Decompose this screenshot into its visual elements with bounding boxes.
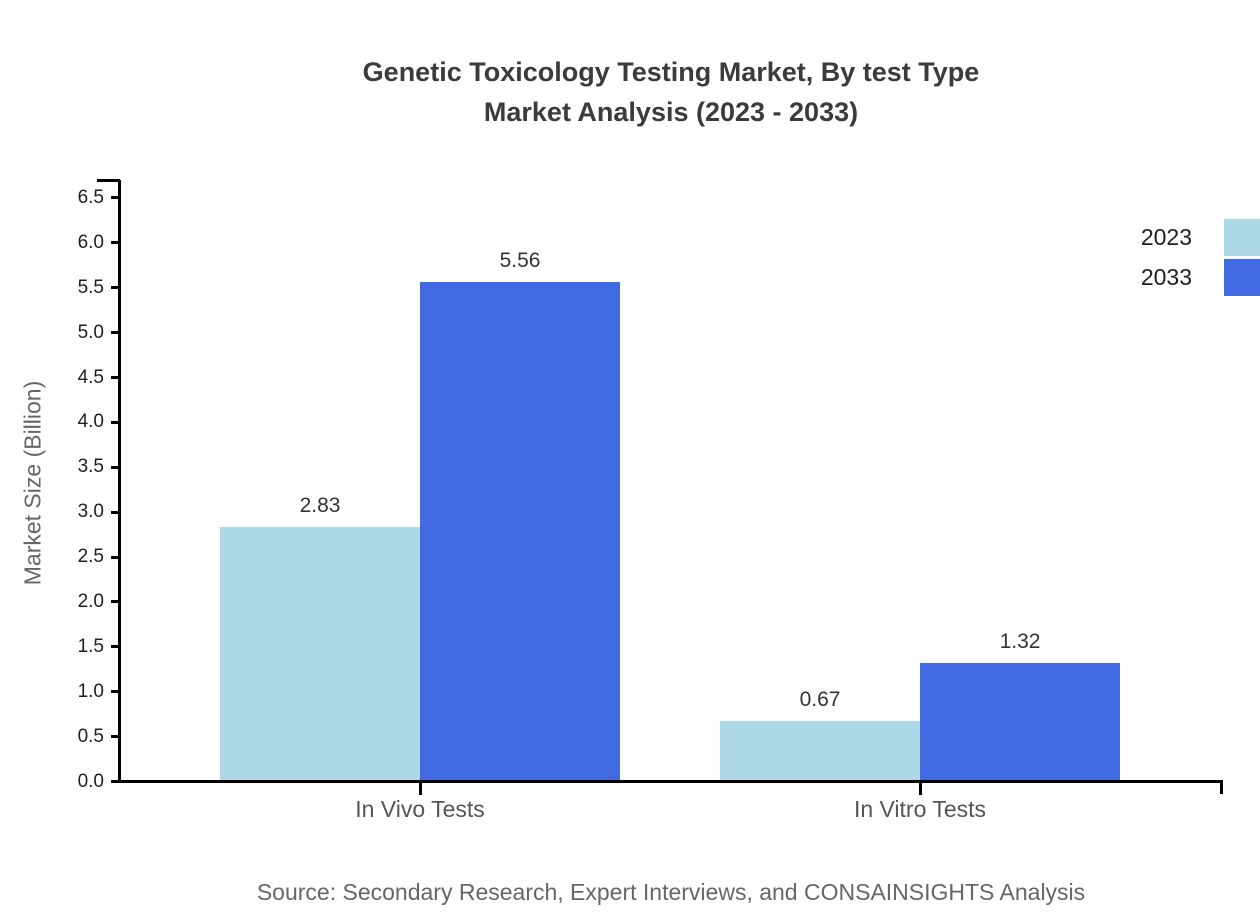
y-tick-5.0 [111, 331, 120, 335]
x-tick-in-vitro-tests [918, 783, 922, 795]
y-tick-label-3.0: 3.0 [77, 501, 104, 523]
y-tick-label-2.0: 2.0 [77, 590, 104, 612]
y-axis-line [118, 180, 121, 783]
y-tick-2.0 [111, 600, 120, 604]
y-tick-label-4.5: 4.5 [77, 366, 104, 388]
bar-2033-in-vivo-tests [420, 282, 620, 782]
legend-label-2033: 2033 [1140, 264, 1192, 290]
bar-2023-in-vivo-tests [220, 527, 420, 782]
x-axis-line [118, 780, 1223, 783]
chart-title-line2: Market Analysis (2023 - 2033) [483, 97, 859, 127]
bar-2033-in-vitro-tests [920, 663, 1120, 782]
y-tick-1.5 [111, 645, 120, 649]
y-tick-3.5 [111, 465, 120, 469]
bar-2023-in-vitro-tests [720, 721, 920, 782]
y-tick-5.5 [111, 286, 120, 290]
y-tick-3.0 [111, 510, 120, 514]
chart-title: Genetic Toxicology Testing Market, By te… [120, 52, 1222, 132]
legend-item-2023: 2023 [1141, 219, 1260, 256]
y-tick-6.0 [111, 241, 120, 245]
source-note: Source: Secondary Research, Expert Inter… [256, 879, 1086, 905]
value-label-2033-in-vitro-tests: 1.32 [999, 630, 1041, 653]
legend-swatch-2033 [1224, 259, 1260, 296]
x-label-in-vivo-tests: In Vivo Tests [355, 796, 485, 822]
y-tick-label-1.5: 1.5 [77, 635, 104, 657]
y-tick-0.5 [111, 735, 120, 739]
y-tick-label-6.0: 6.0 [77, 231, 104, 253]
y-tick-6.5 [111, 196, 120, 200]
y-tick-label-6.5: 6.5 [77, 186, 104, 208]
y-tick-label-5.5: 5.5 [77, 276, 104, 298]
value-label-2033-in-vivo-tests: 5.56 [499, 249, 541, 273]
x-label-in-vitro-tests: In Vitro Tests [853, 796, 987, 822]
value-label-2023-in-vitro-tests: 0.67 [799, 688, 841, 712]
legend: 2023 2033 [1141, 219, 1260, 299]
y-tick-1.0 [111, 690, 120, 694]
x-tick-in-vivo-tests [418, 783, 422, 795]
x-axis-right-cap [1220, 780, 1223, 794]
legend-item-2033: 2033 [1141, 259, 1260, 296]
y-tick-label-1.0: 1.0 [77, 680, 104, 702]
y-tick-0.0 [111, 780, 120, 783]
y-tick-4.0 [111, 420, 120, 424]
legend-label-2023: 2023 [1140, 224, 1192, 250]
chart-title-line1: Genetic Toxicology Testing Market, By te… [362, 57, 980, 87]
y-tick-label-0.5: 0.5 [77, 725, 104, 747]
y-tick-label-4.0: 4.0 [77, 411, 104, 433]
value-label-2023-in-vivo-tests: 2.83 [299, 494, 341, 518]
y-tick-label-3.5: 3.5 [77, 456, 104, 478]
legend-swatch-2023 [1224, 219, 1260, 256]
y-tick-label-2.5: 2.5 [77, 546, 104, 568]
y-tick-4.5 [111, 376, 120, 380]
y-tick-label-0.0: 0.0 [77, 770, 104, 792]
y-tick-2.5 [111, 555, 120, 559]
y-axis-top-cap [97, 179, 120, 182]
y-tick-label-5.0: 5.0 [77, 321, 104, 343]
